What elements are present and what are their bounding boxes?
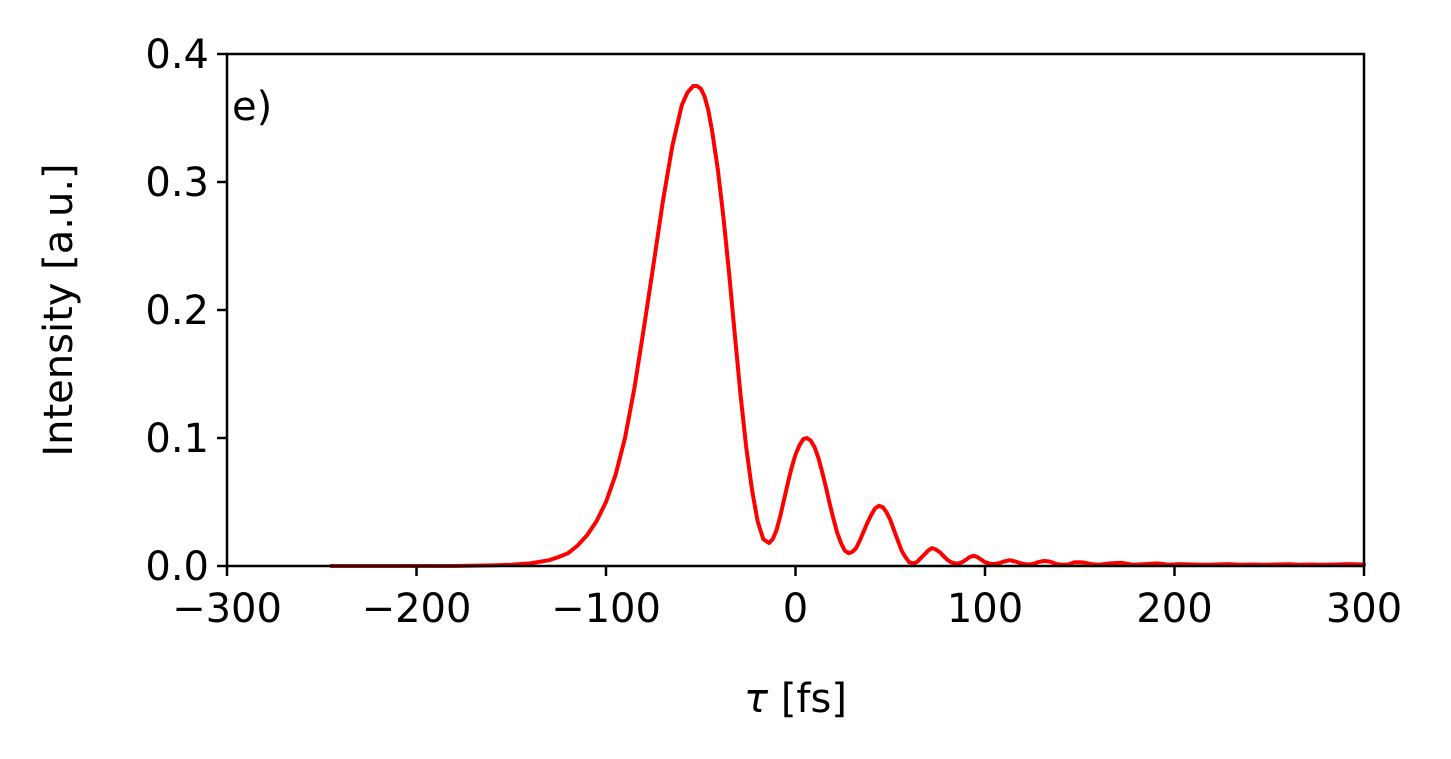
plot-area <box>329 84 1366 568</box>
y-tick-label: 0.1 <box>145 416 209 462</box>
y-axis-label: Intensity [a.u.] <box>36 163 82 456</box>
x-tick-label: 200 <box>1136 586 1212 632</box>
x-axis-label: τ [fs] <box>744 676 847 722</box>
intensity-series-line <box>329 84 1366 568</box>
x-tick-label: −300 <box>172 586 282 632</box>
panel-label: e) <box>232 84 272 130</box>
x-tick-label: 100 <box>947 586 1023 632</box>
x-tick-label: −100 <box>551 586 661 632</box>
y-tick-label: 0.3 <box>145 160 209 206</box>
x-tick-label: −200 <box>362 586 472 632</box>
ticks: −300 −200 −100 0 100 200 300 0.0 0.1 0.2 0.3 0.4 <box>145 32 1402 632</box>
y-tick-label: 0.2 <box>145 288 209 334</box>
y-tick-label: 0.4 <box>145 32 209 78</box>
x-tick-label: 300 <box>1326 586 1402 632</box>
x-axis-unit: [fs] <box>768 676 847 722</box>
x-tick-label: 0 <box>783 586 808 632</box>
y-tick-label: 0.0 <box>145 544 209 590</box>
x-axis-symbol: τ <box>744 676 769 722</box>
